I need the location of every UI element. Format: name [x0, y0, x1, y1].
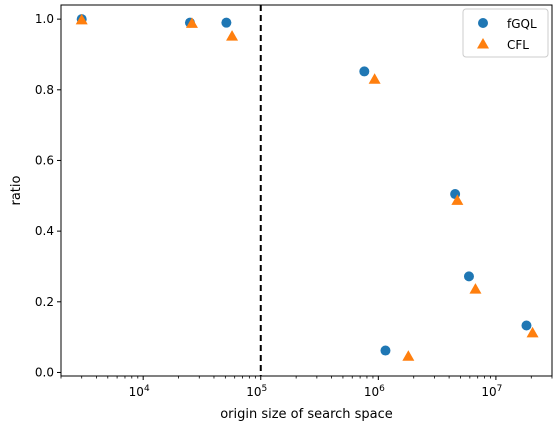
y-tick-label: 1.0: [35, 12, 54, 26]
legend: fGQL CFL: [462, 8, 549, 58]
data-point-cfl-5: [402, 350, 415, 361]
data-point-cfl-1: [75, 13, 88, 25]
series-fgql: [76, 14, 532, 356]
x-tick-label: 106: [364, 384, 385, 399]
x-tick-label: 107: [481, 384, 502, 399]
data-point-fgql-4: [359, 66, 370, 77]
data-point-cfl-8: [526, 326, 539, 338]
y-tick-label: 0.2: [35, 295, 54, 309]
legend-label-fgql: fGQL: [507, 17, 537, 31]
y-tick-label: 0.4: [35, 224, 54, 238]
legend-marker-cfl: [477, 38, 489, 49]
legend-marker-fgql: [478, 18, 488, 28]
data-points-layer: [75, 13, 539, 361]
axes-layer: 0.0 0.2 0.4 0.6 0.8 1.0 104 105 106 107 origin siz…: [9, 4, 553, 422]
y-tick-label: 0.0: [35, 365, 54, 379]
data-point-fgql-8: [521, 320, 532, 331]
data-point-cfl-6: [451, 194, 464, 205]
legend-label-cfl: CFL: [507, 38, 529, 52]
series-cfl: [75, 13, 539, 361]
y-axis-label: ratio: [9, 175, 24, 205]
x-axis-label: origin size of search space: [220, 407, 393, 422]
y-tick-label: 0.8: [35, 83, 54, 97]
data-point-fgql-5: [380, 345, 391, 356]
y-tick-label: 0.6: [35, 153, 54, 167]
x-tick-label: 104: [129, 384, 150, 399]
data-point-fgql-3: [221, 17, 232, 28]
data-point-cfl-3: [226, 30, 239, 41]
data-point-cfl-2: [185, 17, 198, 28]
data-point-fgql-7: [463, 271, 474, 282]
plot-frame: [60, 4, 553, 377]
data-point-cfl-4: [368, 73, 381, 84]
x-tick-label: 105: [246, 384, 267, 399]
data-point-cfl-7: [469, 283, 482, 294]
